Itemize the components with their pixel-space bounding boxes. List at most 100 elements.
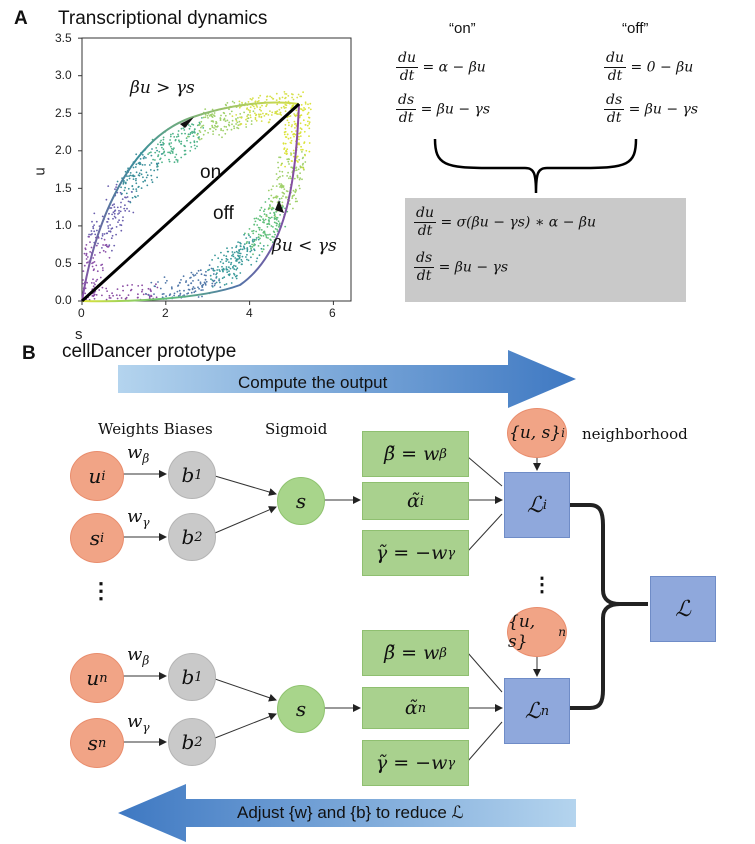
scatter-point [297,161,299,163]
scatter-point [239,245,242,247]
weights-biases-header: Weights Biases [98,420,213,438]
scatter-point [203,274,206,276]
scatter-point [141,288,144,291]
scatter-point [285,106,287,109]
scatter-point [291,197,294,200]
scatter-point [164,154,166,157]
scatter-point [253,217,256,220]
scatter-point [205,270,207,273]
scatter-point [271,207,273,209]
scatter-point [160,153,163,155]
scatter-point [213,112,216,114]
scatter-point [275,185,278,188]
scatter-point [135,190,138,193]
scatter-point [102,244,104,246]
scatter-point [263,208,266,211]
scatter-point [249,116,252,119]
scatter-point [211,124,214,127]
scatter-point [179,294,182,296]
scatter-point [226,247,228,250]
scatter-point [221,269,224,272]
lower-condition-label: βu < γs [272,236,337,256]
scatter-point [254,118,257,121]
scatter-point [102,269,104,272]
scatter-point [298,178,301,181]
scatter-point [222,262,225,265]
scatter-point [249,245,252,248]
scatter-point [115,226,118,228]
y-tick-label: 3.5 [55,31,72,45]
scatter-point [138,161,141,164]
scatter-point [167,151,170,154]
scatter-point [238,261,240,264]
scatter-point [126,207,128,210]
scatter-point [229,113,231,115]
scatter-point [243,111,246,114]
scatter-point [273,213,276,216]
scatter-point [96,278,99,281]
scatter-point [277,226,280,228]
scatter-point [267,114,270,116]
scatter-point [270,239,272,242]
scatter-point [299,172,301,175]
scatter-point [226,268,229,271]
scatter-point [249,106,252,109]
scatter-point [246,120,249,123]
scatter-point [121,219,124,222]
scatter-point [108,230,110,233]
scatter-point [196,145,198,148]
scatter-point [283,147,286,150]
scatter-point [232,253,235,256]
scatter-point [301,148,304,151]
scatter-point [90,282,93,284]
scatter-point [169,139,172,141]
scatter-point [299,95,302,98]
scatter-point [183,294,186,297]
scatter-point [233,101,236,104]
scatter-point [177,133,179,136]
scatter-point [223,125,226,128]
scatter-point [255,239,258,241]
scatter-point [247,109,250,111]
scatter-point [271,111,274,114]
scatter-point [145,292,147,295]
scatter-point [119,191,122,194]
scatter-point [180,279,182,281]
scatter-point [247,259,250,262]
scatter-point [260,234,263,237]
scatter-point [189,131,192,134]
scatter-point [160,139,163,142]
scatter-point [230,263,232,266]
scatter-point [114,216,117,219]
scatter-point [92,285,95,288]
scatter-point [273,212,275,214]
scatter-point [242,245,245,248]
scatter-point [86,256,89,258]
combined-ds-equation: ds dt = βu − γs [414,250,509,284]
scatter-point [179,292,182,295]
scatter-point [151,148,153,150]
scatter-point [244,232,246,235]
scatter-point [255,114,257,117]
scatter-point [209,274,212,277]
scatter-point [231,251,234,253]
scatter-point [162,136,165,139]
scatter-point [186,139,188,142]
scatter-point [125,196,127,199]
loss-ellipsis: ⋮ [532,574,552,596]
scatter-point [302,162,304,165]
scatter-point [269,110,271,112]
scatter-point [95,294,98,296]
scatter-point [97,242,99,245]
scatter-point [249,114,252,117]
scatter-point [288,158,290,161]
scatter-point [251,98,253,101]
scatter-point [100,237,103,240]
scatter-point [105,287,108,290]
scatter-point [253,249,256,252]
scatter-point [151,181,154,184]
scatter-point [227,123,230,126]
scatter-point [116,206,119,209]
scatter-point [157,162,160,165]
